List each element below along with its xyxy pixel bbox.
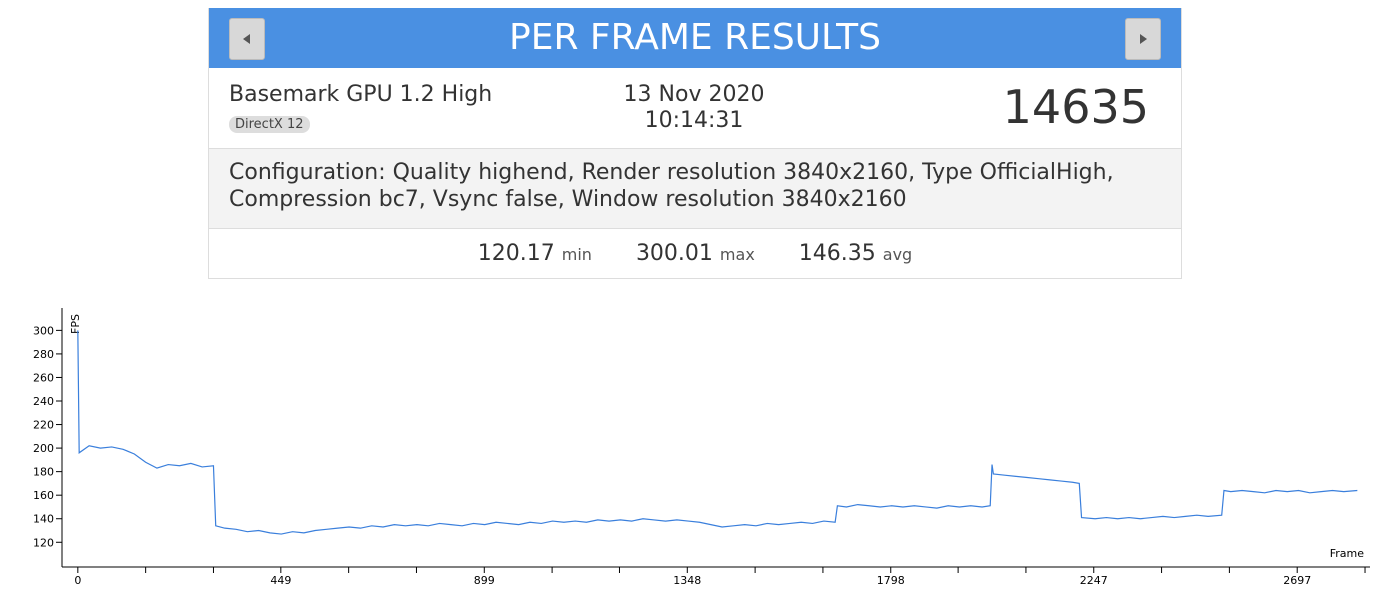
y-tick-label: 240 [33, 395, 54, 408]
header: PER FRAME RESULTS [209, 8, 1181, 68]
y-axis-label: FPS [69, 314, 82, 334]
x-tick-label: 1348 [673, 574, 701, 587]
info-row: Basemark GPU 1.2 High DirectX 12 13 Nov … [209, 68, 1181, 149]
x-tick-label: 2247 [1080, 574, 1108, 587]
stat: 146.35 avg [799, 241, 912, 266]
fps-line [77, 330, 1358, 535]
stat-label: max [719, 245, 755, 264]
stat-label: min [561, 245, 592, 264]
x-tick-label: 0 [74, 574, 81, 587]
stat-value: 146.35 [798, 241, 876, 266]
y-tick-label: 260 [33, 371, 54, 384]
time: 10:14:31 [644, 108, 744, 133]
stat-label: avg [882, 245, 913, 264]
y-tick-label: 280 [33, 348, 54, 361]
y-tick-label: 140 [33, 513, 54, 526]
stats-row: 120.17 min 300.01 max 146.35 avg [209, 229, 1181, 278]
configuration: Configuration: Quality highend, Render r… [209, 149, 1181, 229]
arrow-left [243, 34, 250, 44]
x-tick-label: 2697 [1283, 574, 1311, 587]
header-title: PER FRAME RESULTS [509, 17, 881, 58]
prev-button[interactable] [229, 18, 265, 60]
timestamp: 13 Nov 2020 10:14:31 [589, 82, 799, 134]
y-tick-label: 180 [33, 466, 54, 479]
x-tick-label: 899 [474, 574, 495, 587]
x-axis-label: Frame [1330, 547, 1365, 560]
x-tick-label: 1798 [877, 574, 905, 587]
stat-value: 300.01 [635, 241, 713, 266]
stat: 300.01 max [636, 241, 755, 266]
api-badge: DirectX 12 [229, 116, 310, 133]
y-tick-label: 160 [33, 489, 54, 502]
score: 14635 [1002, 80, 1149, 134]
results-card: PER FRAME RESULTS Basemark GPU 1.2 High … [208, 8, 1182, 279]
date: 13 Nov 2020 [623, 82, 765, 107]
y-tick-label: 120 [33, 536, 54, 549]
next-button[interactable] [1125, 18, 1161, 60]
x-tick-label: 449 [270, 574, 291, 587]
test-name: Basemark GPU 1.2 High [229, 82, 493, 107]
y-tick-label: 220 [33, 419, 54, 432]
stat-value: 120.17 [477, 241, 555, 266]
stat: 120.17 min [478, 241, 592, 266]
y-tick-label: 300 [33, 324, 54, 337]
y-tick-label: 200 [33, 442, 54, 455]
arrow-right [1140, 34, 1147, 44]
